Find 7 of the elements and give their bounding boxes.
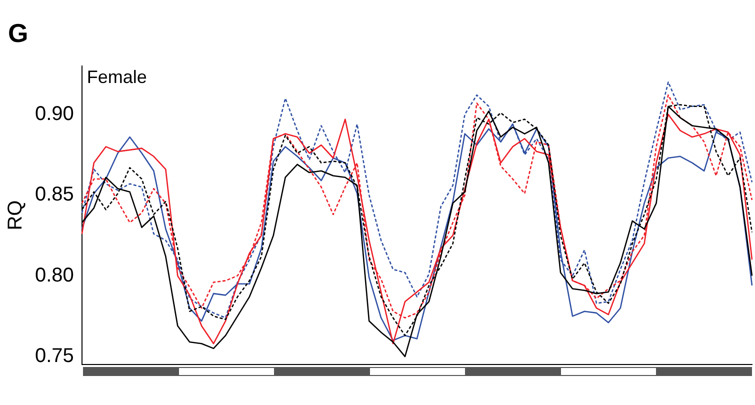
y-tick-label: 0.85: [34, 184, 74, 206]
y-tick-label: 0.80: [34, 264, 74, 286]
text: G: [8, 18, 28, 48]
y-axis-title: RQ: [4, 200, 27, 230]
y-tick-label: 0.75: [34, 345, 74, 368]
annotation: Female: [86, 66, 147, 87]
y-tick-label: 0.90: [34, 102, 74, 125]
